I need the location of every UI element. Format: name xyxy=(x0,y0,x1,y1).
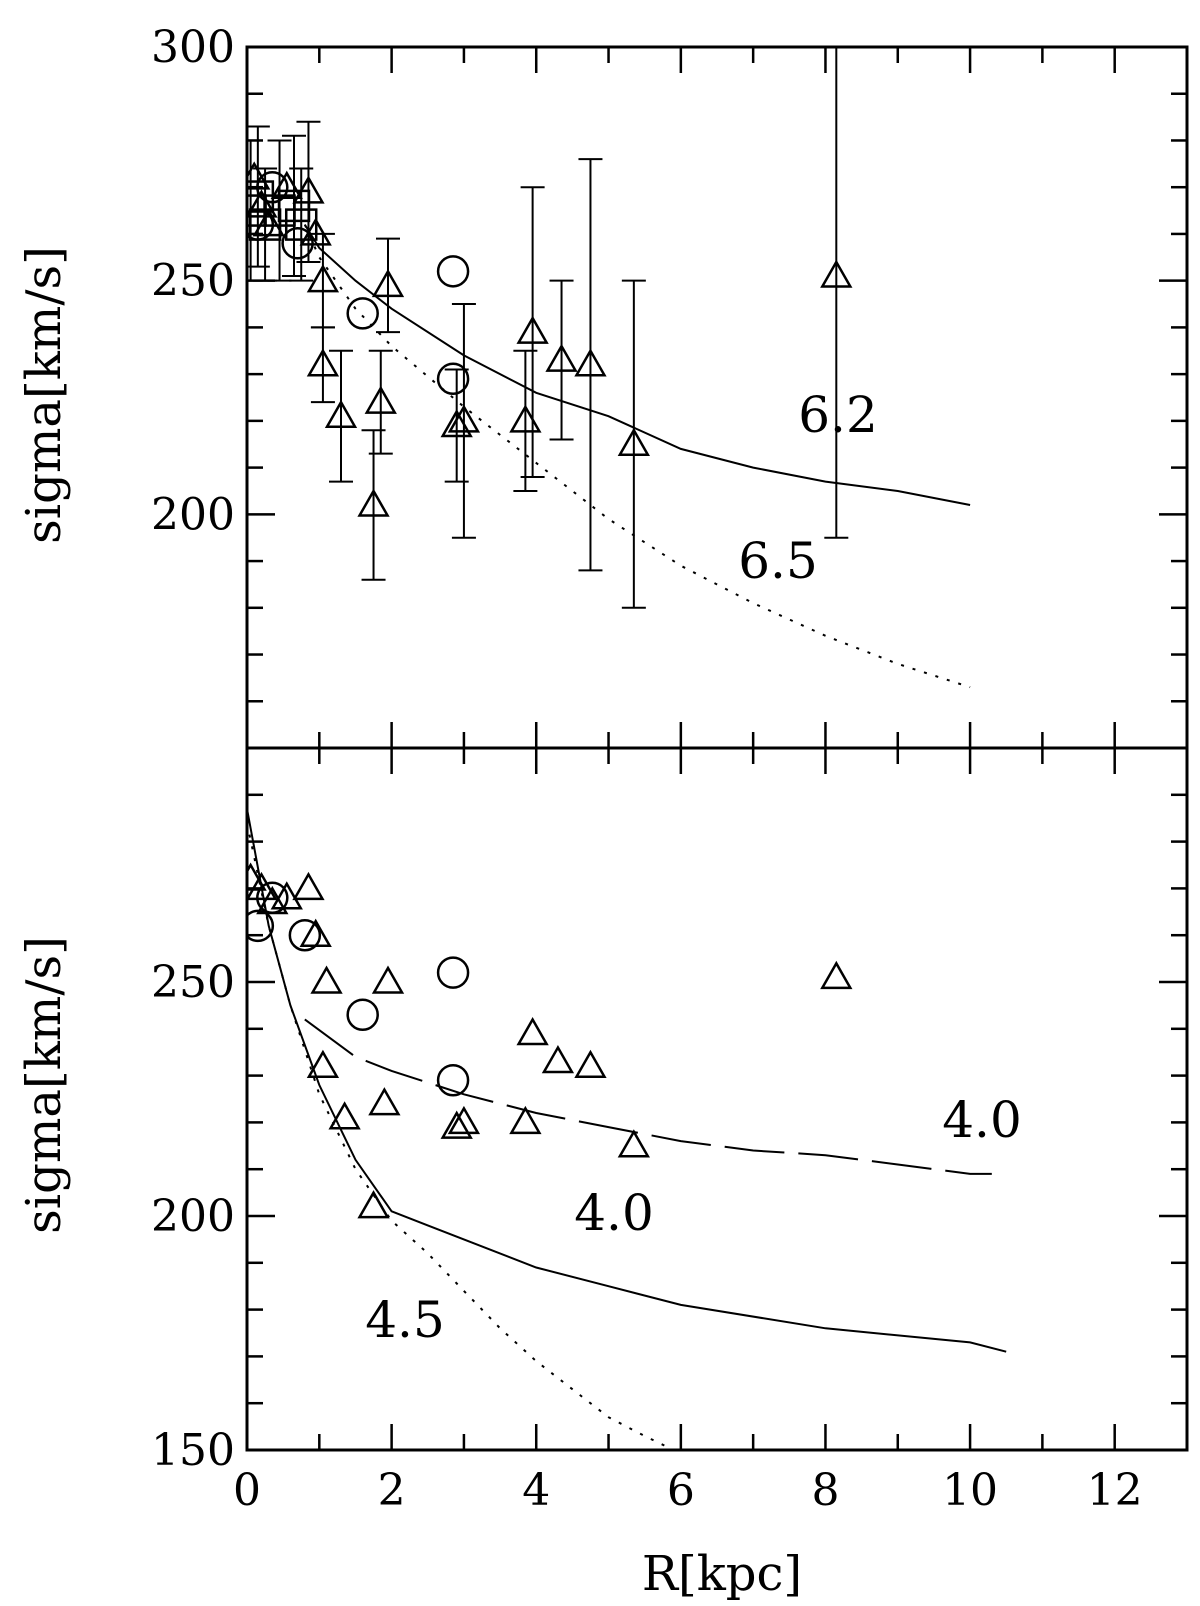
square-marker xyxy=(277,189,311,223)
circle-marker xyxy=(247,909,275,943)
triangle-marker xyxy=(270,170,303,199)
triangle-marker xyxy=(306,1049,340,1078)
y-tick-label: 200 xyxy=(151,489,235,540)
x-tick-label: 6 xyxy=(667,1465,695,1516)
triangle-marker xyxy=(368,1087,401,1116)
y-tick-label: 250 xyxy=(151,957,235,1008)
triangle-marker xyxy=(545,343,578,372)
x-axis-label: R[kpc] xyxy=(642,1546,802,1602)
triangle-marker xyxy=(371,965,405,994)
curve-label: 4.5 xyxy=(365,1291,445,1349)
circle-marker xyxy=(346,998,379,1032)
square-marker xyxy=(284,208,318,241)
triangle-marker xyxy=(306,348,340,377)
circle-marker xyxy=(346,297,379,330)
y-tick-label: 150 xyxy=(151,1425,235,1476)
triangle-marker xyxy=(617,1129,651,1158)
circle-marker xyxy=(436,362,470,396)
triangle-marker xyxy=(447,1105,481,1135)
triangle-marker xyxy=(252,208,285,237)
triangle-marker xyxy=(299,217,332,246)
model-curve-solid xyxy=(303,224,971,506)
triangle-marker xyxy=(574,1049,607,1078)
triangle-marker xyxy=(447,404,481,433)
x-tick-label: 10 xyxy=(942,1465,998,1516)
triangle-marker xyxy=(299,918,332,947)
triangle-marker xyxy=(440,1110,473,1139)
triangle-marker xyxy=(324,399,358,428)
circle-marker xyxy=(436,255,470,288)
curve-label: 4.0 xyxy=(942,1091,1022,1149)
triangle-marker xyxy=(292,871,325,901)
x-tick-label: 12 xyxy=(1087,1465,1143,1516)
circle-marker xyxy=(436,956,470,989)
triangle-marker xyxy=(541,1045,575,1074)
y-tick-label: 250 xyxy=(151,256,235,307)
triangle-marker xyxy=(256,885,289,915)
triangle-marker xyxy=(364,385,397,414)
triangle-marker xyxy=(820,259,853,288)
y-tick-label: 300 xyxy=(151,22,235,73)
triangle-marker xyxy=(357,1190,390,1219)
triangle-marker xyxy=(516,1016,549,1046)
triangle-marker xyxy=(440,409,473,438)
plot-frame xyxy=(245,45,1189,750)
triangle-marker xyxy=(247,862,267,891)
triangle-marker xyxy=(574,348,607,377)
x-tick-label: 8 xyxy=(811,1465,839,1516)
circle-marker xyxy=(247,208,275,241)
triangle-marker xyxy=(306,264,340,293)
triangle-marker xyxy=(292,175,325,204)
triangle-marker xyxy=(509,1105,542,1135)
x-tick-label: 4 xyxy=(522,1465,550,1516)
triangle-marker xyxy=(247,871,278,901)
circle-marker xyxy=(288,918,322,952)
x-tick-label: 0 xyxy=(233,1465,261,1516)
curve-label: 6.5 xyxy=(738,532,818,590)
model-curve-solid xyxy=(247,808,1007,1353)
top-y-axis-label: sigma[km/s] xyxy=(16,246,72,544)
triangle-marker xyxy=(247,189,278,218)
x-tick-label: 2 xyxy=(378,1465,406,1516)
triangle-marker xyxy=(357,488,390,517)
plot-area xyxy=(247,47,971,689)
triangle-marker xyxy=(270,881,303,910)
plot-area xyxy=(247,808,1007,1450)
triangle-marker xyxy=(509,404,542,433)
triangle-marker xyxy=(371,268,405,298)
triangle-marker xyxy=(247,161,271,190)
model-curve-long-dash xyxy=(304,1018,992,1175)
plot-frame xyxy=(245,746,1189,1452)
circle-marker xyxy=(436,1064,470,1097)
top-panel: 200 250 300 6.2 6.5 xyxy=(151,22,1189,750)
bottom-y-axis-label: sigma[km/s] xyxy=(16,936,72,1234)
triangle-marker xyxy=(516,315,549,344)
curve-label: 6.2 xyxy=(798,386,878,444)
curve-label: 4.0 xyxy=(574,1184,654,1242)
bottom-panel: 0 2 4 6 8 10 12 150 200 250 4.0 4.0 4.5 xyxy=(151,746,1189,1516)
triangle-marker xyxy=(820,960,853,990)
triangle-marker xyxy=(310,965,343,994)
triangle-marker xyxy=(617,427,651,456)
triangle-marker xyxy=(328,1101,361,1130)
y-tick-label: 200 xyxy=(151,1191,235,1242)
